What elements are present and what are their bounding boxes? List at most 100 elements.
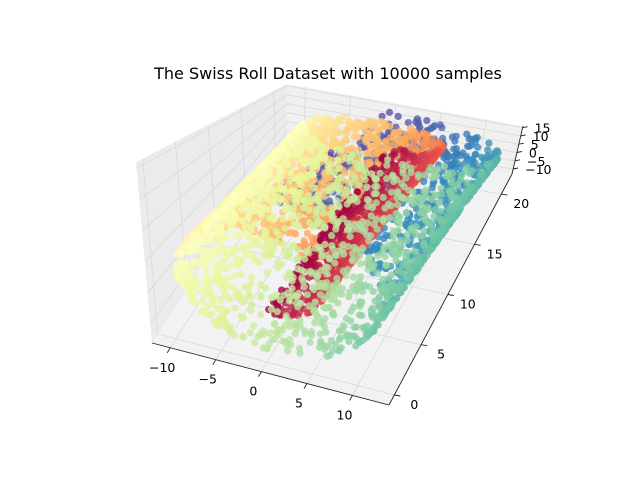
scatter-point <box>390 238 398 246</box>
scatter-point <box>342 314 351 323</box>
z-tick-mark <box>520 134 526 137</box>
scatter-point <box>335 327 343 335</box>
scatter-point <box>287 303 295 311</box>
scatter-point <box>203 271 211 279</box>
scatter-point <box>321 240 329 248</box>
scatter-point <box>315 279 323 287</box>
scatter-point <box>247 280 255 288</box>
scatter-point <box>274 193 282 201</box>
scatter-point <box>306 267 314 275</box>
z-tick-label: 0 <box>529 146 537 161</box>
scatter-point <box>322 263 330 271</box>
scatter-point <box>371 175 379 183</box>
scatter-point <box>384 241 392 249</box>
chart-title: The Swiss Roll Dataset with 10000 sample… <box>153 64 502 83</box>
scatter-point <box>468 167 476 175</box>
scatter-point <box>248 273 256 281</box>
scatter-point <box>227 261 235 269</box>
scatter-point <box>478 153 486 161</box>
scatter-point <box>200 307 208 315</box>
scatter-point <box>340 322 348 330</box>
scatter-point <box>401 249 410 257</box>
scatter-point <box>249 252 257 260</box>
scatter-point <box>411 247 419 256</box>
scatter-point <box>463 179 471 187</box>
scatter-point <box>355 181 363 189</box>
scatter-point <box>444 212 452 221</box>
scatter-point <box>288 284 296 293</box>
z-tick-label: −5 <box>527 154 545 169</box>
scatter-point <box>294 254 302 262</box>
scatter-point <box>303 143 311 151</box>
scatter-point <box>428 230 436 238</box>
scatter-point <box>247 306 255 315</box>
scatter-point <box>437 184 445 192</box>
x-tick-label: 0 <box>249 384 257 399</box>
scatter-point <box>365 253 373 261</box>
scatter-point <box>384 156 392 164</box>
scatter-point <box>304 192 312 200</box>
scatter-point <box>323 270 331 278</box>
scatter-point <box>478 169 486 177</box>
scatter-point <box>261 204 269 212</box>
scatter-point <box>266 329 274 337</box>
scatter-point <box>384 200 392 208</box>
scatter-point <box>334 115 343 123</box>
scatter-point <box>327 149 335 157</box>
scatter-point <box>352 149 360 157</box>
grid-line-z-left <box>139 94 288 200</box>
scatter-point <box>367 170 375 178</box>
scatter-point <box>329 347 337 355</box>
scatter-point <box>364 118 373 126</box>
y-tick-label: 5 <box>437 347 445 362</box>
grid-line-z-left <box>141 103 288 232</box>
y-tick-label: 15 <box>487 246 503 261</box>
scatter-point <box>300 283 308 291</box>
scatter-point <box>343 219 352 227</box>
scatter-point <box>452 145 460 153</box>
scatter-point <box>234 245 242 253</box>
grid-line-y-left <box>142 158 159 335</box>
scatter-point <box>293 299 301 307</box>
scatter-point <box>300 237 308 245</box>
z-tick-mark <box>518 142 524 145</box>
scatter-point <box>187 266 195 275</box>
z-tick-mark <box>516 151 522 153</box>
scatter-point <box>411 194 420 202</box>
x-tick-label: 5 <box>295 396 303 411</box>
scatter-point <box>436 121 444 129</box>
scatter-point <box>211 249 219 257</box>
scatter-point <box>204 302 212 310</box>
scatter-point <box>222 265 230 273</box>
scatter-point <box>349 303 358 311</box>
scatter-point <box>263 269 271 277</box>
scatter-point <box>440 162 448 171</box>
z-tick-label: 5 <box>531 137 539 152</box>
scatter-point <box>337 173 346 182</box>
scatter-point <box>279 337 287 345</box>
y-tick-mark <box>447 294 454 296</box>
scatter-point <box>427 163 435 171</box>
scatter-point <box>365 237 373 245</box>
scatter-point <box>284 149 292 157</box>
scatter-point <box>270 213 278 221</box>
scatter-point <box>307 117 315 125</box>
scatter-point <box>396 135 404 143</box>
scatter-point <box>222 232 230 240</box>
scatter-point <box>348 171 356 179</box>
scatter-point <box>317 337 325 345</box>
scatter-point <box>359 323 367 331</box>
grid-line-y-floor <box>157 333 395 396</box>
scatter-point <box>310 195 318 203</box>
scatter-point <box>382 261 390 269</box>
scatter-point <box>288 187 296 195</box>
scatter-point <box>336 128 344 137</box>
scatter-point <box>379 193 387 201</box>
scatter-point <box>248 301 256 309</box>
scatter-point <box>260 244 269 252</box>
scatter-point <box>363 183 371 191</box>
scatter-point <box>423 117 431 125</box>
scatter-point <box>319 115 328 123</box>
scatter-point <box>311 298 319 306</box>
scatter-point <box>287 214 295 222</box>
